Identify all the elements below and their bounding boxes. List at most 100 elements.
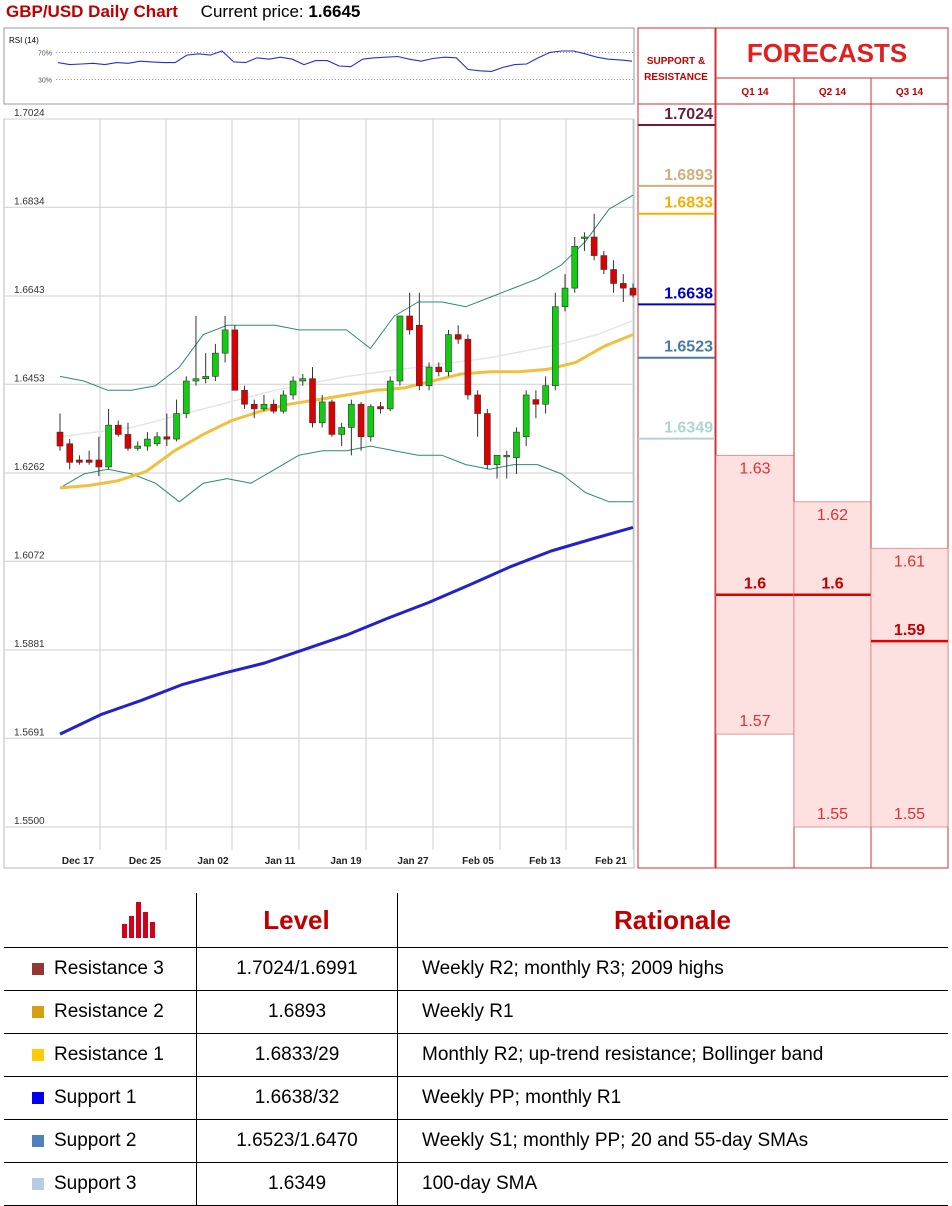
candle-body (338, 427, 345, 435)
sr-header-line-1: SUPPORT & (647, 56, 705, 67)
candle-body (532, 399, 540, 405)
level-color-swatch (32, 1005, 44, 1018)
candle-body (600, 255, 608, 270)
candle-body (619, 283, 627, 289)
sr-level-label: 1.6638 (664, 285, 713, 302)
forecast-mid-label: 1.6 (821, 576, 843, 593)
level-value: 1.6638/32 (196, 1076, 398, 1120)
candle-body (318, 401, 326, 424)
sma-mid-line (59, 333, 634, 490)
y-tick-label: 1.6072 (14, 550, 45, 561)
forecast-low-label: 1.57 (739, 713, 770, 730)
rsi-level-label: 30% (38, 78, 52, 85)
y-tick-label: 1.7024 (14, 108, 45, 119)
x-tick-label: Dec 17 (62, 856, 95, 867)
table-row: Resistance 2 1.6893 Weekly R1 (4, 990, 948, 1034)
candle-body (289, 380, 297, 396)
candle-body (309, 378, 316, 424)
bar-chart-icon (122, 902, 160, 938)
candle-body (270, 403, 277, 412)
level-rationale: Monthly R2; up-trend resistance; Bolling… (397, 1033, 948, 1077)
table-row: Support 1 1.6638/32 Weekly PP; monthly R1 (4, 1076, 948, 1120)
forecast-high-label: 1.62 (817, 507, 848, 524)
sma-100-line (59, 319, 634, 438)
forecast-high-label: 1.61 (894, 553, 925, 570)
level-color-swatch (32, 1091, 44, 1104)
chart-title: GBP/USD Daily Chart (6, 2, 178, 21)
candle-body (377, 406, 384, 410)
candle-body (610, 269, 617, 284)
sr-level-label: 1.6349 (664, 420, 713, 437)
rsi-panel: RSI (14) 70% 30% (3, 27, 635, 105)
candle-body (202, 376, 209, 379)
forecast-range-box (870, 547, 949, 828)
forecasts-panel: FORECASTS Q1 14 1.63 1.6 1.57 Q2 14 1.62 1.6 1.5… (715, 27, 949, 869)
level-name: Resistance 2 (54, 1001, 164, 1022)
candle-body (542, 385, 549, 405)
level-value: 1.7024/1.6991 (196, 947, 398, 991)
sr-level-label: 1.7024 (664, 106, 713, 123)
candle-body (357, 403, 365, 438)
y-tick-label: 1.5691 (14, 727, 45, 738)
bollinger-upper-line (59, 194, 634, 391)
level-value: 1.6893 (196, 990, 398, 1034)
level-color-swatch (32, 1134, 44, 1147)
plot-area (3, 118, 635, 869)
candle-body (396, 315, 404, 382)
rsi-level-label: 70% (38, 50, 52, 57)
table-header-rationale: Rationale (397, 893, 948, 948)
level-color-swatch (32, 1048, 44, 1061)
sma-slow-line (59, 525, 634, 736)
x-tick-label: Jan 11 (265, 856, 296, 867)
forecast-mid-label: 1.6 (744, 576, 766, 593)
level-rationale: Weekly R1 (397, 990, 948, 1034)
candle-body (552, 306, 559, 386)
forecast-column-label: Q1 14 (741, 87, 769, 98)
rsi-label: RSI (14) (9, 36, 39, 45)
level-value: 1.6523/1.6470 (196, 1119, 398, 1163)
table-row: Support 3 1.6349 100-day SMA (4, 1162, 948, 1206)
x-tick-label: Jan 27 (397, 856, 429, 867)
chart-header: GBP/USD Daily Chart Current price: 1.664… (6, 2, 360, 26)
level-color-swatch (32, 1177, 44, 1190)
level-name-cell: Resistance 1 (4, 1033, 197, 1077)
candle-body (416, 324, 423, 386)
candle-body (561, 287, 569, 307)
x-tick-label: Jan 19 (330, 856, 362, 867)
x-tick-label: Feb 13 (529, 856, 561, 867)
sr-level-label: 1.6893 (664, 167, 713, 184)
candle-body (95, 459, 103, 468)
candle-body (513, 431, 520, 458)
candle-body (503, 455, 511, 458)
candle-body (425, 366, 433, 386)
y-tick-label: 1.6643 (14, 285, 45, 296)
table-row: Support 2 1.6523/1.6470 Weekly S1; monthly… (4, 1119, 948, 1163)
candle-body (212, 352, 219, 377)
candle-body (629, 287, 637, 296)
candle-body (173, 413, 180, 440)
candle-body (153, 436, 161, 445)
candle-body (163, 436, 171, 440)
current-price-value: 1.6645 (308, 2, 361, 21)
level-name-cell: Support 2 (4, 1119, 197, 1163)
candle-body (435, 366, 443, 373)
sr-header-line-2: RESISTANCE (644, 72, 708, 83)
y-tick-label: 1.5881 (14, 639, 45, 650)
level-name: Support 1 (54, 1087, 137, 1108)
level-name: Resistance 1 (54, 1044, 164, 1065)
price-grid: 1.7024 1.6834 1.6643 1.6453 1.6262 1.6072 1.58… (3, 108, 635, 869)
candle-body (192, 378, 200, 382)
candle-body (454, 334, 462, 340)
current-price-label: Current price: (200, 2, 304, 21)
candle-body (114, 424, 122, 435)
level-value: 1.6833/29 (196, 1033, 398, 1077)
sr-frame (637, 27, 716, 869)
level-name-cell: Support 1 (4, 1076, 197, 1120)
candle-body (182, 380, 190, 414)
y-tick-label: 1.6262 (14, 462, 45, 473)
bollinger-lower-line (59, 445, 633, 503)
level-rationale: 100-day SMA (397, 1162, 948, 1206)
level-name-cell: Support 3 (4, 1162, 197, 1206)
y-tick-label: 1.6453 (14, 373, 45, 384)
candle-body (144, 438, 151, 447)
